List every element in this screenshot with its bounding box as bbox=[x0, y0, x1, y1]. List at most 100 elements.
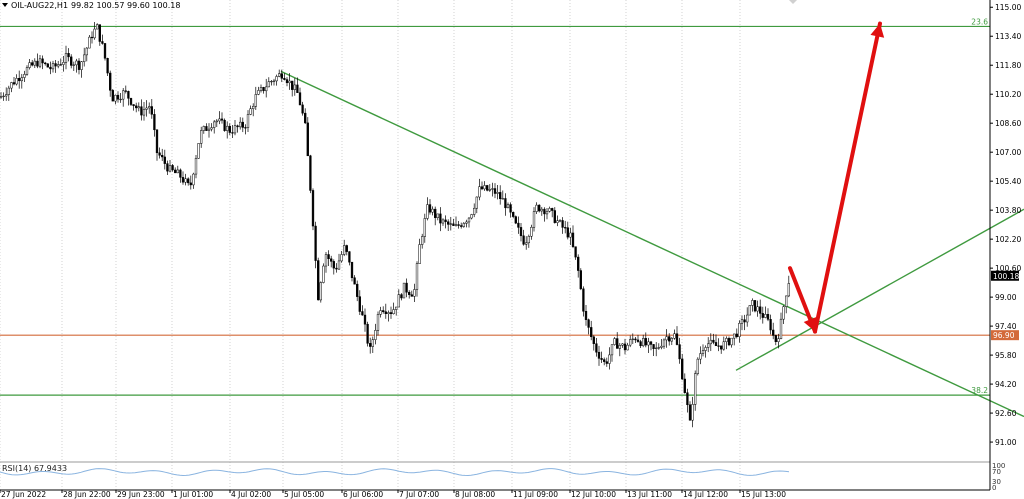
rsi-line bbox=[0, 468, 790, 477]
candle-body bbox=[213, 121, 216, 128]
time-tick-label: 12 Jul 10:00 bbox=[571, 490, 616, 499]
current-price-tag: 100.18 bbox=[991, 270, 1019, 281]
candle-body bbox=[241, 121, 244, 128]
candle-body bbox=[122, 90, 125, 100]
candle-body bbox=[720, 345, 723, 350]
candle-body bbox=[324, 254, 328, 267]
rsi-label: RSI(14) 67.9433 bbox=[2, 464, 67, 473]
time-tick-label: 14 Jul 12:00 bbox=[683, 490, 728, 499]
candle-body bbox=[187, 178, 190, 184]
candle-body bbox=[691, 404, 694, 421]
candle-body bbox=[246, 114, 250, 128]
grid-lines bbox=[0, 0, 741, 490]
candle-body bbox=[192, 173, 195, 186]
candle-body bbox=[410, 294, 413, 297]
candle-body bbox=[267, 81, 270, 88]
candle-body bbox=[296, 84, 299, 93]
candle-body bbox=[748, 305, 751, 316]
time-tick-label: 28 Jun 22:00 bbox=[63, 490, 111, 499]
candle-body bbox=[379, 310, 382, 315]
candle-body bbox=[756, 306, 759, 312]
candle-body bbox=[340, 254, 343, 262]
candle-body bbox=[369, 343, 372, 347]
candle-body bbox=[673, 333, 676, 339]
candle-body bbox=[532, 211, 536, 228]
arrow-head bbox=[870, 23, 885, 38]
candle-body bbox=[205, 126, 208, 131]
candle-body bbox=[610, 344, 614, 356]
candle-body bbox=[330, 258, 333, 262]
candle-body bbox=[428, 204, 432, 213]
candle-body bbox=[275, 76, 278, 82]
current-price-tag-text: 100.18 bbox=[993, 272, 1019, 281]
candle-body bbox=[376, 314, 380, 331]
candle-body bbox=[322, 265, 325, 283]
candle-body bbox=[142, 109, 146, 116]
time-tick-label: 8 Jul 08:00 bbox=[455, 490, 495, 499]
candle-body bbox=[70, 56, 73, 66]
candle-body bbox=[517, 222, 520, 228]
candle-body bbox=[431, 208, 434, 213]
candle-body bbox=[688, 404, 692, 421]
candle-body bbox=[135, 105, 138, 109]
candle-body bbox=[694, 373, 697, 405]
candle-body bbox=[509, 204, 512, 213]
price-tick-label: 99.00 bbox=[995, 293, 1017, 302]
candle-body bbox=[218, 118, 221, 122]
candle-body bbox=[504, 198, 507, 209]
price-tick-label: 115.00 bbox=[995, 3, 1021, 12]
candle-body bbox=[582, 288, 585, 312]
candle-body bbox=[51, 63, 55, 70]
candle-body bbox=[202, 126, 205, 131]
candle-body bbox=[460, 225, 463, 227]
candle-body bbox=[90, 36, 94, 39]
price-tick-label: 103.80 bbox=[995, 206, 1021, 215]
fib-level-label: 38.2 bbox=[971, 386, 988, 395]
candle-body bbox=[12, 82, 16, 85]
candle-body bbox=[642, 338, 645, 347]
candle-body bbox=[423, 218, 426, 237]
candle-body bbox=[124, 90, 127, 92]
trendlines bbox=[280, 70, 1024, 418]
price-tick-label: 110.20 bbox=[995, 90, 1021, 99]
candle-body bbox=[293, 84, 296, 90]
candle-body bbox=[548, 208, 551, 212]
candle-body bbox=[140, 106, 143, 116]
candle-body bbox=[766, 314, 770, 320]
candle-body bbox=[623, 343, 627, 351]
candle-body bbox=[787, 283, 790, 297]
candle-body bbox=[543, 208, 546, 215]
candle-body bbox=[540, 208, 543, 212]
candle-body bbox=[337, 260, 341, 270]
candle-body bbox=[519, 227, 523, 237]
candle-body bbox=[231, 132, 234, 134]
price-tick-label: 113.40 bbox=[995, 32, 1021, 41]
candle-body bbox=[28, 62, 31, 68]
horizontal-levels: 23.6 38.2 bbox=[0, 17, 990, 396]
triangle-down-icon[interactable] bbox=[2, 3, 8, 7]
candle-body bbox=[88, 36, 91, 49]
candle-body bbox=[33, 60, 36, 66]
candle-body bbox=[704, 347, 707, 351]
candle-body bbox=[733, 333, 736, 339]
candle-body bbox=[579, 270, 582, 290]
candle-body bbox=[249, 108, 252, 115]
candle-body bbox=[317, 260, 320, 301]
candle-body bbox=[358, 296, 361, 312]
candle-body bbox=[239, 121, 242, 128]
candle-body bbox=[662, 339, 666, 347]
time-tick-label: 27 Jun 2022 bbox=[1, 490, 46, 499]
candle-body bbox=[621, 343, 624, 346]
candle-body bbox=[145, 107, 148, 110]
candle-body bbox=[343, 245, 346, 255]
candle-body bbox=[179, 169, 182, 178]
candle-body bbox=[387, 312, 390, 315]
candle-body bbox=[714, 342, 718, 347]
candle-body bbox=[613, 338, 616, 345]
candle-body bbox=[545, 211, 549, 215]
candle-body bbox=[402, 282, 406, 299]
candle-body bbox=[584, 311, 588, 320]
candle-body bbox=[701, 350, 705, 354]
candle-body bbox=[44, 62, 47, 65]
